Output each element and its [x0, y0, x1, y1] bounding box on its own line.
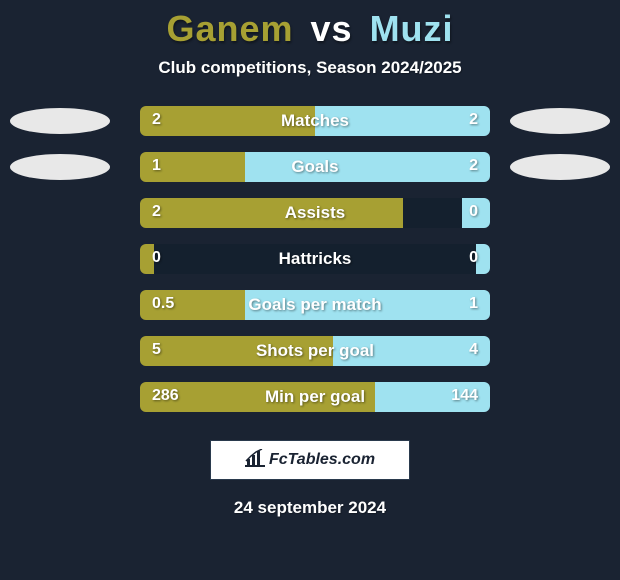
stat-row: Assists20: [0, 196, 620, 242]
logo-text: FcTables.com: [269, 451, 375, 469]
player2-badge: [510, 108, 610, 134]
bar-right: [333, 336, 491, 366]
player2-name: Muzi: [370, 8, 454, 49]
date: 24 september 2024: [0, 498, 620, 518]
stat-label: Hattricks: [140, 249, 490, 269]
bar-right: [375, 382, 491, 412]
bar-right: [315, 106, 490, 136]
bar-track: Assists20: [140, 198, 490, 228]
bar-left: [140, 244, 154, 274]
stat-row: Hattricks00: [0, 242, 620, 288]
logo-box: FcTables.com: [210, 440, 410, 480]
title: Ganem vs Muzi: [0, 8, 620, 50]
bar-left: [140, 106, 315, 136]
stat-row: Min per goal286144: [0, 380, 620, 426]
bar-left: [140, 290, 245, 320]
player1-name: Ganem: [166, 8, 293, 49]
bar-left: [140, 198, 403, 228]
bar-right: [476, 244, 490, 274]
bar-track: Goals per match0.51: [140, 290, 490, 320]
comparison-card: Ganem vs Muzi Club competitions, Season …: [0, 0, 620, 580]
subtitle: Club competitions, Season 2024/2025: [0, 58, 620, 78]
bar-left: [140, 336, 333, 366]
bar-left: [140, 152, 245, 182]
stat-row: Matches22: [0, 104, 620, 150]
stat-row: Goals12: [0, 150, 620, 196]
bar-right: [245, 152, 490, 182]
bar-track: Goals12: [140, 152, 490, 182]
bar-track: Min per goal286144: [140, 382, 490, 412]
bar-track: Matches22: [140, 106, 490, 136]
bar-right: [245, 290, 490, 320]
player1-badge: [10, 108, 110, 134]
bar-right: [462, 198, 490, 228]
stat-row: Shots per goal54: [0, 334, 620, 380]
player2-badge: [510, 154, 610, 180]
chart-icon: [245, 449, 265, 472]
player1-badge: [10, 154, 110, 180]
stat-rows: Matches22 Goals12 Assists20 Hattricks00 Goal…: [0, 104, 620, 426]
vs-label: vs: [311, 8, 353, 49]
bar-track: Shots per goal54: [140, 336, 490, 366]
stat-row: Goals per match0.51: [0, 288, 620, 334]
bar-left: [140, 382, 375, 412]
bar-track: Hattricks00: [140, 244, 490, 274]
